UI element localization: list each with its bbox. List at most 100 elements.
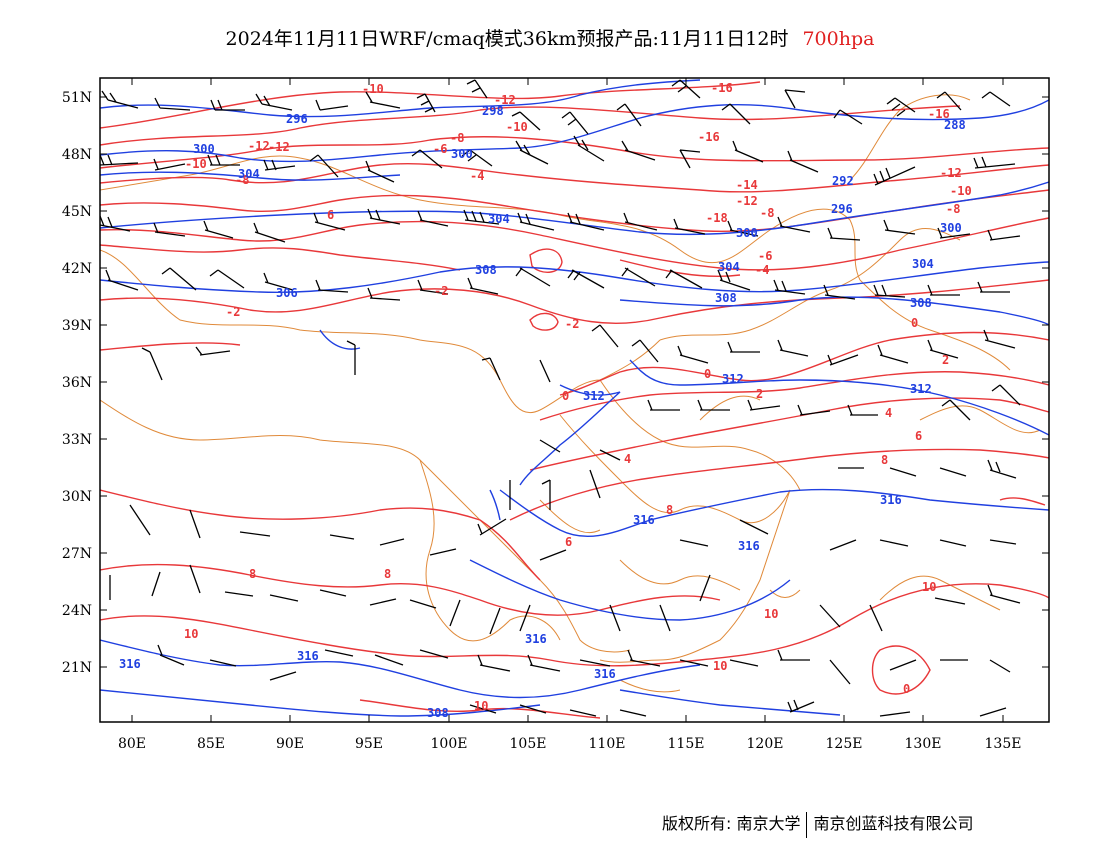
temp-label: -4	[755, 263, 769, 277]
temp-label: -12	[494, 93, 516, 107]
temp-label: -16	[711, 81, 733, 95]
temp-label: -2	[226, 305, 240, 319]
x-tick-label: 130E	[905, 736, 942, 752]
height-label: 316	[119, 657, 141, 671]
y-tick-label: 33N	[62, 432, 92, 448]
height-label: 300	[451, 147, 473, 161]
height-label: 292	[832, 174, 854, 188]
border-lines	[100, 94, 1041, 693]
temp-label: 6	[915, 429, 922, 443]
temp-label: 6	[565, 535, 572, 549]
temp-label: -12	[268, 140, 290, 154]
temp-label: -10	[185, 157, 207, 171]
y-tick-label: 42N	[62, 261, 92, 277]
map-title: 2024年11月11日WRF/cmaq模式36km预报产品:11月11日12时 7…	[0, 24, 1100, 51]
x-tick-label: 135E	[985, 736, 1022, 752]
wind-barbs	[100, 79, 1021, 717]
copyright-left: 版权所有: 南京大学	[662, 814, 801, 833]
temp-label: 4	[624, 452, 631, 466]
height-label: 304	[912, 257, 934, 271]
temp-label: 10	[713, 659, 727, 673]
temp-label: 0	[911, 316, 918, 330]
temp-label: -8	[760, 206, 774, 220]
x-tick-label: 110E	[589, 736, 626, 752]
height-label: 316	[633, 513, 655, 527]
height-label: 308	[715, 291, 737, 305]
y-tick-label: 30N	[62, 489, 92, 505]
temp-label: 2	[756, 387, 763, 401]
y-tick-label: 48N	[62, 147, 92, 163]
temp-label: 0	[562, 389, 569, 403]
height-contours	[100, 79, 1049, 717]
temp-label: 0	[704, 367, 711, 381]
height-label: 316	[880, 493, 902, 507]
temp-label: -6	[758, 249, 772, 263]
temperature-labels: -10 -12 -10 -8 -6 -4 -16 -16 -18 -16 -12…	[184, 81, 972, 713]
height-label: 288	[944, 118, 966, 132]
y-axis	[100, 96, 1049, 668]
temp-label: -8	[946, 202, 960, 216]
temp-label: 8	[666, 503, 673, 517]
x-tick-label: 105E	[510, 736, 547, 752]
temp-label: -6	[433, 142, 447, 156]
x-tick-label: 95E	[355, 736, 383, 752]
height-labels: 296 300 304 298 300 304 308 308 306 292 …	[119, 104, 966, 720]
temp-label: 0	[903, 682, 910, 696]
copyright-footer: 版权所有: 南京大学 南京创蓝科技有限公司	[662, 810, 974, 838]
plot-frame	[99, 77, 1050, 723]
height-label: 300	[736, 226, 758, 240]
height-label: 308	[427, 706, 449, 720]
y-tick-label: 39N	[62, 318, 92, 334]
x-tick-label: 85E	[197, 736, 225, 752]
height-label: 304	[488, 212, 510, 226]
temp-label: -12	[248, 139, 270, 153]
y-axis-labels: 51N 48N 45N 42N 39N 36N 33N 30N 27N 24N …	[62, 90, 92, 676]
temp-label: -10	[362, 82, 384, 96]
x-tick-label: 100E	[431, 736, 468, 752]
y-tick-label: 51N	[62, 90, 92, 106]
title-main: 2024年11月11日WRF/cmaq模式36km预报产品:11月11日12时	[225, 28, 789, 50]
temp-label: -8	[235, 173, 249, 187]
temp-label: -10	[950, 184, 972, 198]
temp-label: -10	[506, 120, 528, 134]
x-tick-label: 125E	[826, 736, 863, 752]
temp-label: -4	[470, 169, 484, 183]
temp-label: 8	[249, 567, 256, 581]
y-tick-label: 27N	[62, 546, 92, 562]
copyright-right: 南京创蓝科技有限公司	[813, 814, 974, 833]
temp-label: 10	[184, 627, 198, 641]
height-label: 316	[297, 649, 319, 663]
height-label: 312	[583, 389, 605, 403]
height-label: 300	[940, 221, 962, 235]
temp-label: 8	[881, 453, 888, 467]
footer-divider	[806, 811, 808, 838]
y-tick-label: 36N	[62, 375, 92, 391]
temp-label: -16	[698, 130, 720, 144]
height-label: 312	[722, 372, 744, 386]
x-axis-labels: 80E 85E 90E 95E 100E 105E 110E 115E 120E…	[118, 736, 1022, 752]
temp-label: -12	[940, 166, 962, 180]
temp-label: -14	[736, 178, 758, 192]
height-label: 316	[738, 539, 760, 553]
temp-label: -16	[928, 107, 950, 121]
title-level: 700hpa	[802, 28, 875, 50]
y-tick-label: 24N	[62, 603, 92, 619]
height-label: 308	[910, 296, 932, 310]
temp-label: 8	[384, 567, 391, 581]
temp-label: -8	[450, 131, 464, 145]
x-axis	[131, 78, 1004, 722]
isotherms	[100, 81, 1049, 719]
height-label: 296	[831, 202, 853, 216]
temp-label: 6	[327, 208, 334, 222]
height-label: 308	[475, 263, 497, 277]
temp-label: -12	[736, 194, 758, 208]
temp-label: -2	[434, 284, 448, 298]
height-label: 312	[910, 382, 932, 396]
height-label: 306	[276, 286, 298, 300]
temp-label: -18	[706, 211, 728, 225]
y-tick-label: 21N	[62, 660, 92, 676]
height-label: 316	[525, 632, 547, 646]
temp-label: -2	[565, 317, 579, 331]
temp-label: 2	[942, 353, 949, 367]
